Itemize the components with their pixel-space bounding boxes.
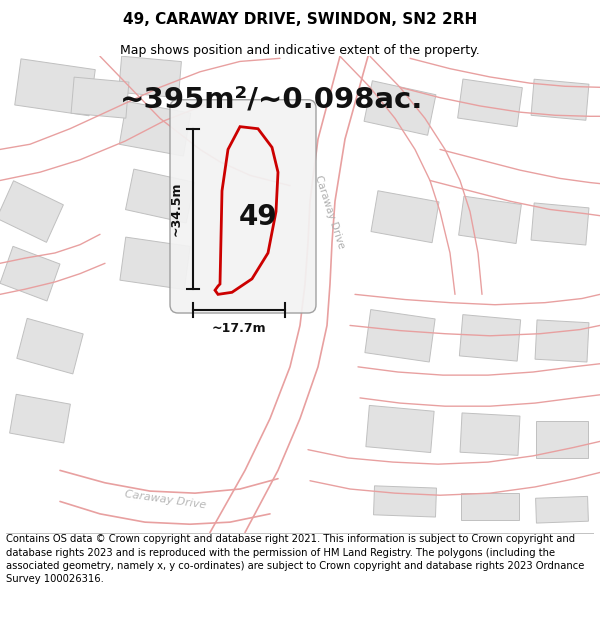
Bar xyxy=(371,191,439,242)
Text: 49: 49 xyxy=(239,202,277,231)
Bar xyxy=(460,413,520,456)
Bar xyxy=(536,421,588,458)
Bar xyxy=(374,486,436,517)
Bar xyxy=(125,169,194,223)
Bar xyxy=(458,79,523,127)
Bar xyxy=(460,314,521,361)
Bar xyxy=(536,496,589,523)
Bar xyxy=(71,77,129,118)
Bar xyxy=(364,81,436,135)
Bar xyxy=(531,79,589,120)
Text: Contains OS data © Crown copyright and database right 2021. This information is : Contains OS data © Crown copyright and d… xyxy=(6,534,584,584)
Bar xyxy=(461,493,519,520)
FancyBboxPatch shape xyxy=(170,100,316,313)
Bar xyxy=(458,196,521,244)
Text: 49, CARAWAY DRIVE, SWINDON, SN2 2RH: 49, CARAWAY DRIVE, SWINDON, SN2 2RH xyxy=(123,12,477,28)
Bar xyxy=(365,309,435,362)
Text: Caraway Drive: Caraway Drive xyxy=(313,174,347,249)
Bar xyxy=(0,246,60,301)
Text: ~17.7m: ~17.7m xyxy=(212,322,266,336)
Bar xyxy=(531,203,589,245)
Bar xyxy=(119,56,181,98)
Text: ~34.5m: ~34.5m xyxy=(170,182,183,236)
Bar xyxy=(366,406,434,452)
Bar xyxy=(10,394,70,443)
Text: Map shows position and indicative extent of the property.: Map shows position and indicative extent… xyxy=(120,44,480,57)
Bar xyxy=(120,237,190,289)
Bar xyxy=(15,59,95,116)
Bar xyxy=(17,318,83,374)
Bar xyxy=(535,320,589,362)
Text: Caraway Drive: Caraway Drive xyxy=(124,489,206,510)
Text: ~395m²/~0.098ac.: ~395m²/~0.098ac. xyxy=(120,86,424,114)
Bar xyxy=(119,101,191,156)
Bar xyxy=(0,181,64,243)
